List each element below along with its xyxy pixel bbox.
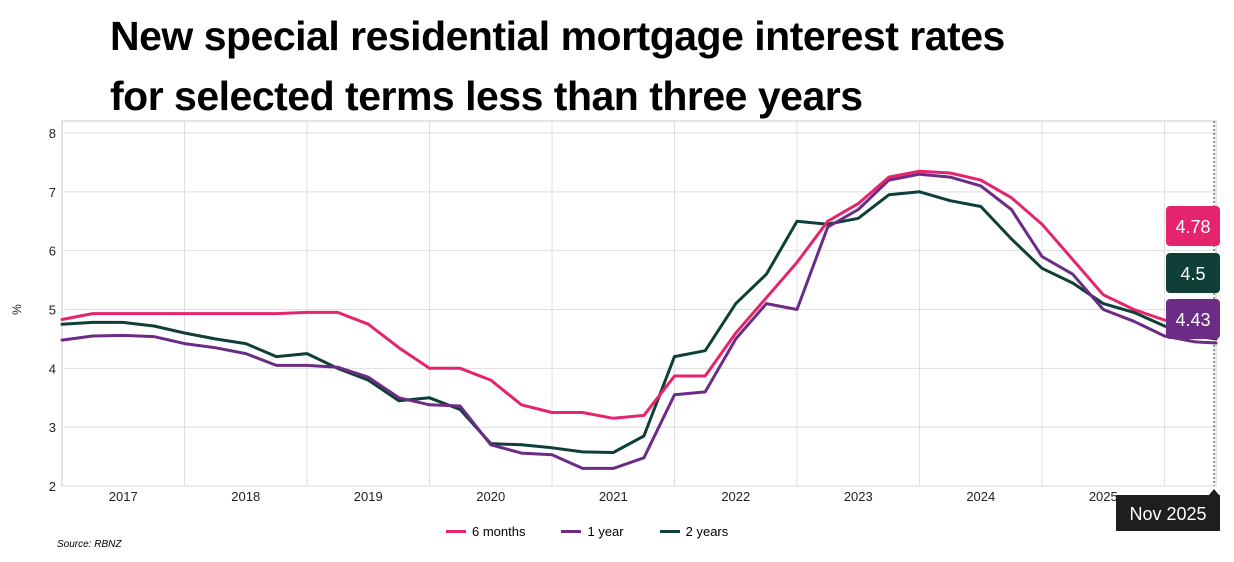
source-note: Source: RBNZ [57,539,122,550]
series-line-1-year [60,172,1218,470]
y-tick-label: 2 [49,479,56,494]
end-label-value: 4.5 [1180,264,1205,284]
date-tooltip-pointer [1209,489,1219,495]
x-tick-label: 2023 [844,489,873,504]
legend-item-2-years[interactable]: 2 years [659,524,729,539]
end-label-6-months: 4.78 [1166,206,1220,246]
legend-label-6-months: 6 months [472,524,526,539]
end-label-2-years: 4.5 [1166,253,1220,293]
legend-label-1-year: 1 year [587,524,624,539]
end-label-box [1166,299,1220,339]
date-tooltip-box [1116,495,1220,531]
x-tick-label: 2025 [1089,489,1118,504]
y-tick-label: 7 [49,185,56,200]
legend-swatch-1-year [561,530,582,533]
x-tick-label: 2022 [721,489,750,504]
x-tick-label: 2024 [966,489,995,504]
plot-frame [61,120,1217,487]
y-tick-label: 5 [49,303,56,318]
x-tick-label: 2020 [476,489,505,504]
end-label-value: 4.43 [1175,310,1210,330]
date-tooltip-label: Nov 2025 [1129,504,1206,524]
y-axis-label: % [10,304,24,315]
series-line-2-years [60,190,1218,454]
end-label-box [1166,206,1220,246]
y-tick-label: 6 [49,244,56,259]
x-tick-label: 2019 [354,489,383,504]
chart-title-line1: New special residential mortgage interes… [110,13,1005,59]
chart-title-line2: for selected terms less than three years [110,73,863,119]
end-label-box [1166,253,1220,293]
x-tick-label: 2021 [599,489,628,504]
y-tick-label: 3 [49,420,56,435]
x-tick-label: 2017 [109,489,138,504]
legend-swatch-2-years [659,530,680,533]
chart-title: New special residential mortgage interes… [110,6,1210,126]
legend-item-1-year[interactable]: 1 year [561,524,624,539]
legend-item-6-months[interactable]: 6 months [446,524,525,539]
series-line-6-months [60,169,1218,420]
y-tick-label: 8 [49,126,56,141]
legend-swatch-6-months [446,530,466,533]
end-label-1-year: 4.43 [1166,299,1220,339]
y-tick-label: 4 [49,361,56,376]
legend-label-2-years: 2 years [685,524,729,539]
date-tooltip: Nov 2025 [1116,489,1220,531]
x-tick-label: 2018 [231,489,260,504]
legend: 6 months 1 year 2 years [446,524,764,539]
end-label-value: 4.78 [1175,217,1210,237]
